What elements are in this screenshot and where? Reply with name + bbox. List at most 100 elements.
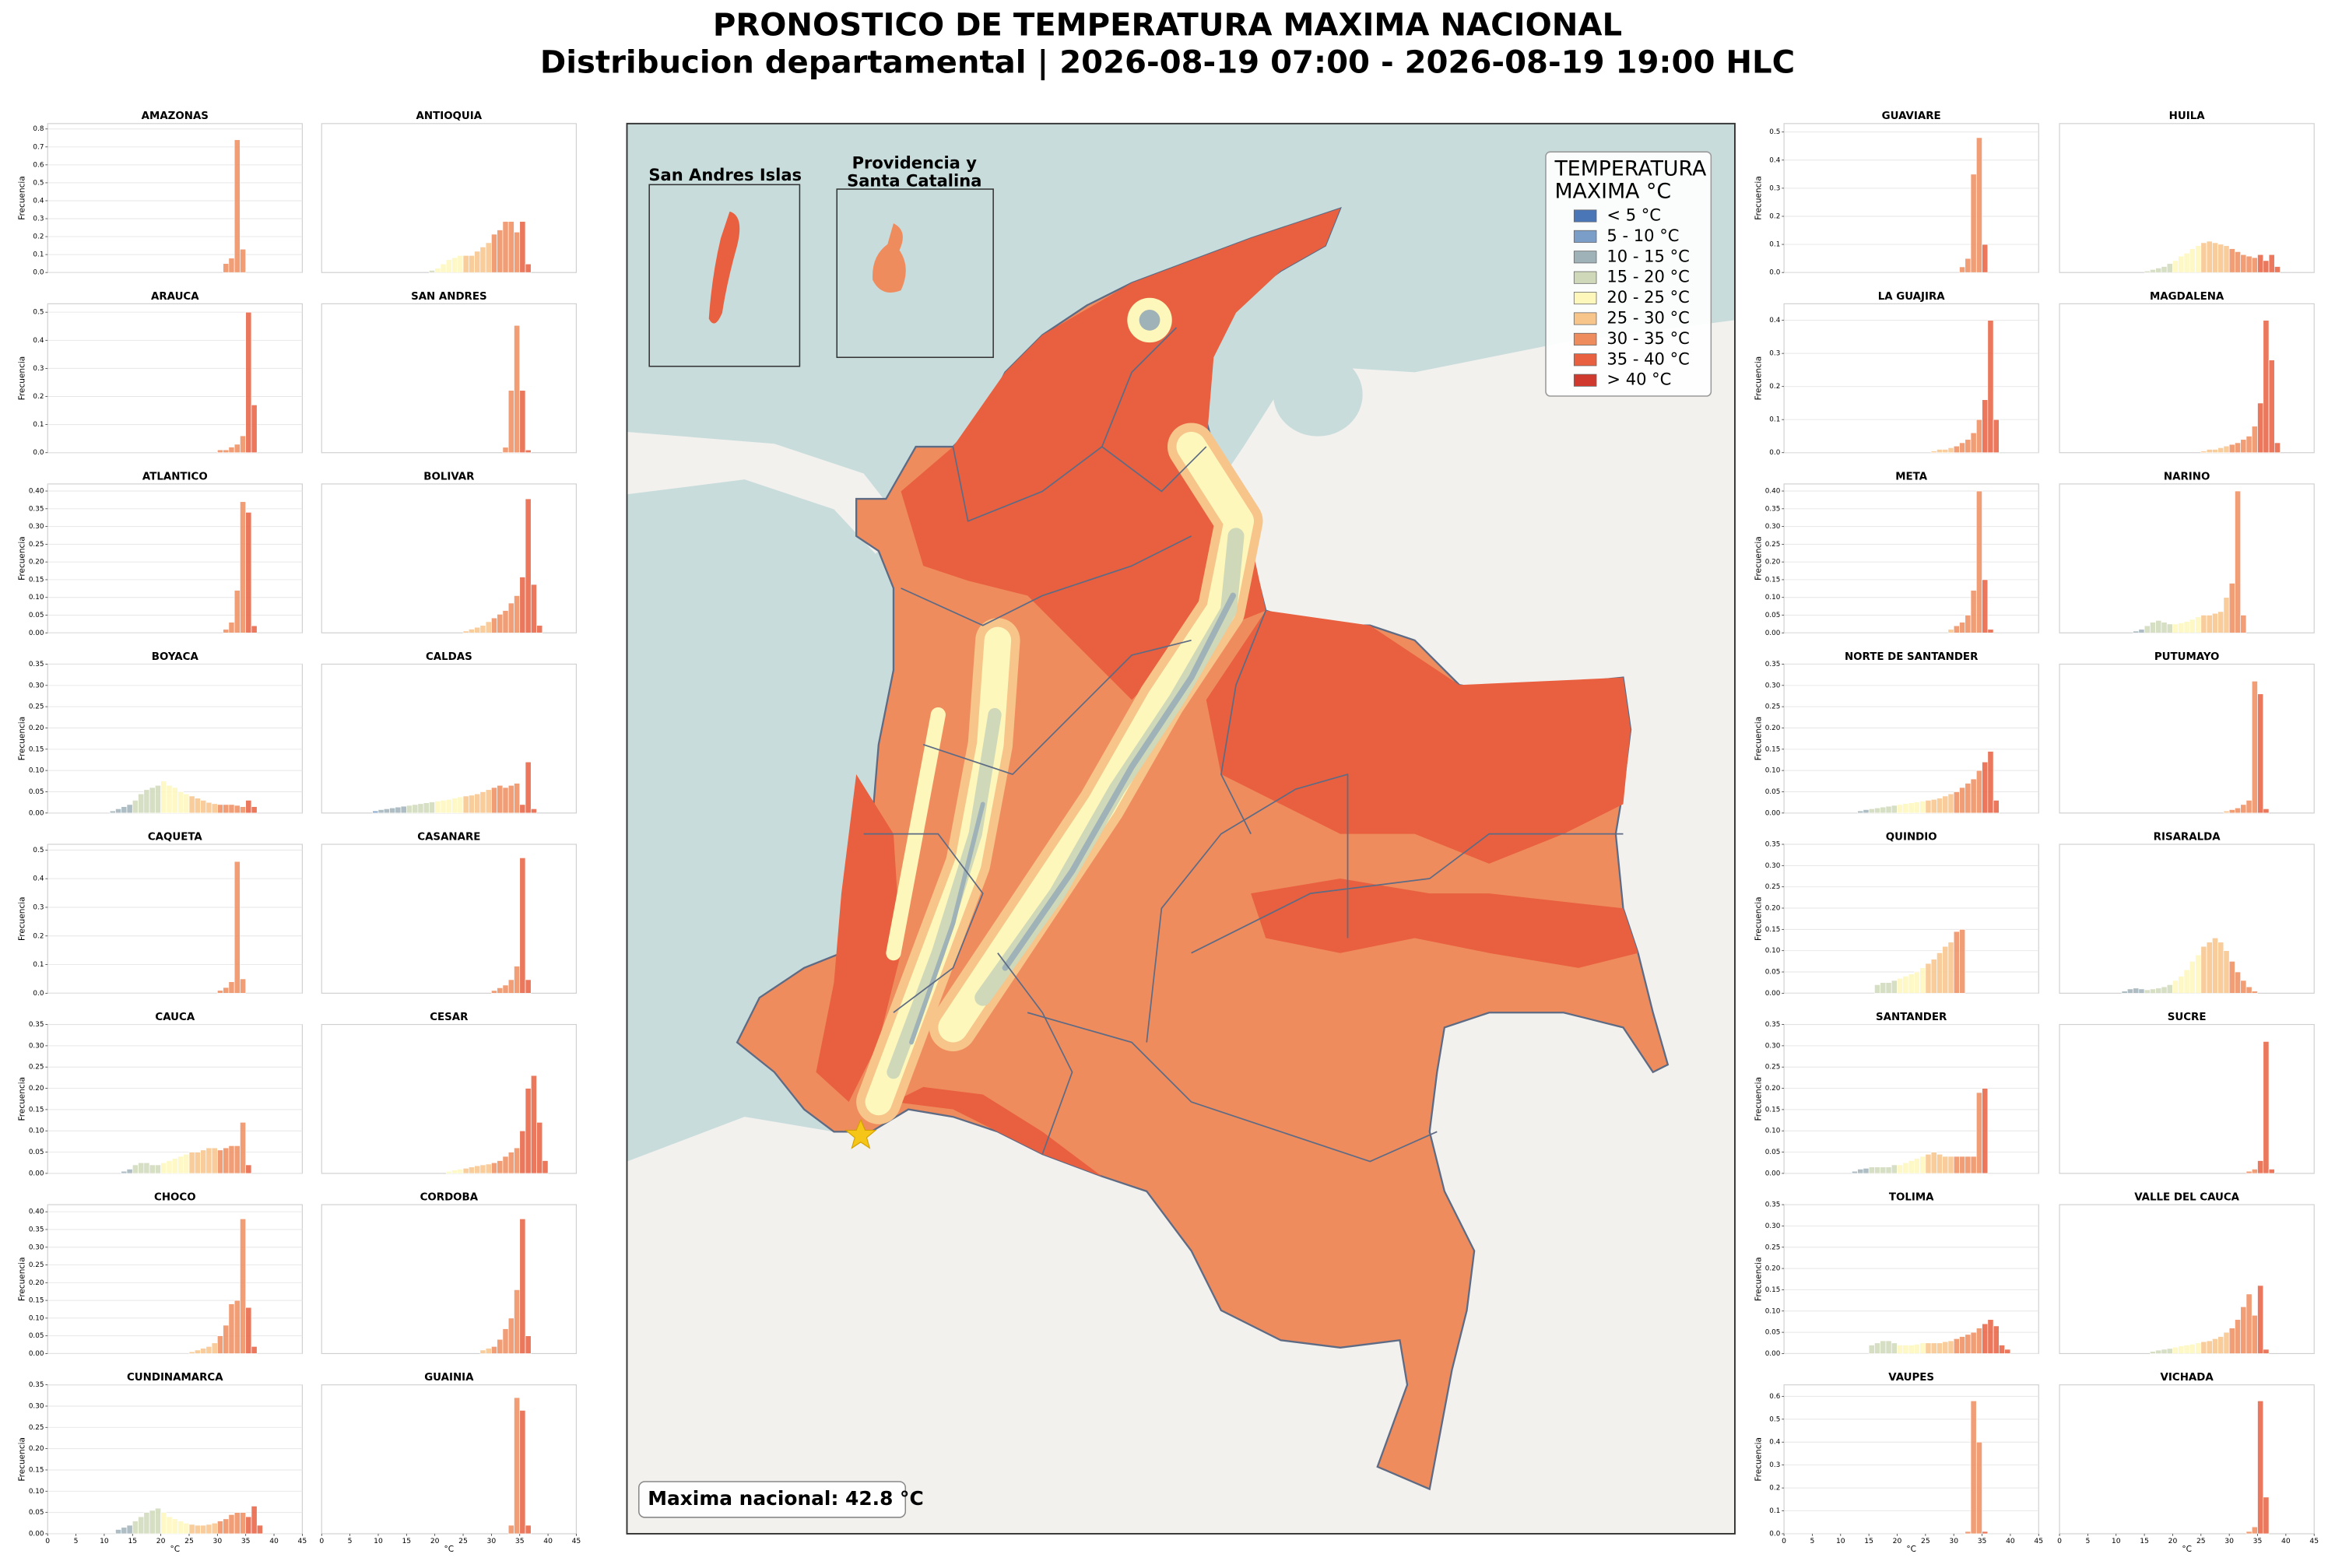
histogram-bar (429, 270, 436, 273)
histogram-bar (155, 1164, 161, 1174)
panel-title: ARAUCA (151, 291, 199, 303)
subtitle: Distribucion departamental | 2026-08-19 … (540, 44, 1795, 81)
histogram-bar (2206, 615, 2213, 633)
histogram-bar (519, 804, 526, 814)
histogram-bar (234, 139, 241, 273)
histogram-bar (2212, 242, 2218, 273)
histogram-bar (2195, 616, 2202, 633)
histogram-bar (1942, 795, 1949, 814)
histogram-bar (126, 1524, 133, 1535)
x-tick-label: 10 (100, 1537, 109, 1545)
plot-area (47, 1023, 303, 1174)
plot-area (321, 303, 578, 454)
map-frame (626, 122, 1736, 1535)
x-tick-label: 35 (241, 1537, 251, 1545)
histogram-panel: LA GUAJIRA 0.0 0.1 0.2 0.3 0.4 Frecuencia (1754, 291, 2039, 457)
histogram-bar (132, 1521, 139, 1535)
y-tick-label: 0.5 (33, 179, 44, 187)
histogram-bar (514, 966, 521, 994)
histogram-bar (200, 1149, 207, 1174)
histogram-bar (1982, 579, 1989, 633)
department-borders (863, 327, 1624, 1163)
histogram-bar (166, 1516, 173, 1535)
histogram-bar (2144, 989, 2151, 994)
y-tick-label: 0.00 (29, 1170, 44, 1177)
andes (856, 297, 1263, 1124)
histogram-bar (1965, 258, 1972, 273)
histogram-bar (1902, 1162, 1909, 1174)
histogram-bar (1891, 805, 1898, 814)
x-tick-label: 15 (2140, 1537, 2149, 1545)
histogram-bar (502, 984, 509, 994)
histogram-bar (2235, 1319, 2242, 1354)
y-tick-label: 0.4 (1769, 1439, 1780, 1447)
y-tick-label: 0.6 (1769, 1393, 1780, 1401)
y-tick-label: 0.05 (1765, 1149, 1781, 1156)
histogram-bar (1897, 977, 1904, 994)
y-tick-label: 0.0 (1769, 449, 1780, 457)
histogram-bar (412, 804, 419, 814)
histogram-bar (417, 803, 424, 814)
histogram-bar (234, 590, 241, 633)
histogram-bar (211, 803, 218, 814)
panel-title: GUAINIA (424, 1372, 474, 1384)
y-tick-label: 0.20 (1765, 724, 1781, 732)
histogram-bar (2251, 1169, 2258, 1174)
histogram-bar (1959, 1156, 1966, 1174)
histogram-bar (1891, 980, 1898, 994)
histogram-bar (468, 1166, 475, 1174)
histogram-bar (1908, 1345, 1915, 1354)
x-tick-label: 20 (156, 1537, 166, 1545)
y-tick-label: 0.15 (29, 745, 44, 753)
histogram-bar (479, 1349, 486, 1354)
histogram-bar (1930, 1342, 1937, 1354)
y-tick-label: 0.4 (1769, 317, 1780, 324)
histogram-bar (507, 1317, 514, 1354)
histogram-bar (211, 1147, 218, 1174)
histogram-panel: CAQUETA 0.0 0.1 0.2 0.3 0.4 0.5 Frecuencia (18, 831, 303, 998)
histogram-bar (457, 254, 464, 273)
plot-area (2059, 1204, 2315, 1355)
plot-area (2059, 844, 2315, 994)
x-tick-label: 45 (2034, 1537, 2043, 1545)
histogram-bar (2200, 1341, 2207, 1354)
histogram-bar (2217, 447, 2224, 454)
y-axis-label: Frecuencia (1754, 1257, 1764, 1301)
histogram-bar (2150, 1351, 2156, 1354)
histogram-bar (138, 1162, 145, 1174)
legend-swatch (1573, 292, 1597, 305)
plot-area (47, 844, 303, 994)
histogram-bar (2245, 436, 2252, 454)
x-tick-label: 40 (269, 1537, 279, 1545)
histogram-bar (1965, 1334, 1972, 1354)
histogram-bar (1953, 931, 1960, 994)
histogram-bar (1897, 1345, 1904, 1354)
y-tick-label: 0.5 (33, 847, 44, 854)
y-tick-label: 0.25 (29, 1064, 44, 1072)
histogram-bar (519, 1130, 526, 1174)
histogram-bar (149, 1510, 156, 1535)
histogram-bar (217, 1335, 223, 1354)
histogram-bar (2223, 245, 2230, 273)
histogram-bar (2223, 950, 2230, 994)
histogram-bar (377, 809, 384, 814)
histogram-bar (251, 1345, 258, 1354)
histogram-bar (217, 449, 223, 454)
histogram-bar (200, 1524, 207, 1535)
histogram-bar (217, 1521, 223, 1535)
histogram-bar (2251, 1526, 2258, 1535)
histogram-bar (1936, 798, 1943, 814)
histogram-bar (1959, 442, 1966, 454)
plot-area (1783, 1384, 2039, 1535)
histogram-bar (2240, 615, 2247, 633)
inset-providencia (836, 188, 994, 359)
histogram-bar (1947, 1340, 1954, 1354)
histogram-bar (491, 1345, 497, 1354)
histogram-bar (1930, 1152, 1937, 1174)
panel-title: CORDOBA (420, 1192, 479, 1204)
histogram-bar (245, 1516, 252, 1535)
legend-title: MAXIMA °C (1554, 179, 1671, 203)
x-tick-label: 10 (374, 1537, 383, 1545)
histogram-bar (177, 1521, 184, 1535)
histogram-bar (2228, 961, 2235, 994)
